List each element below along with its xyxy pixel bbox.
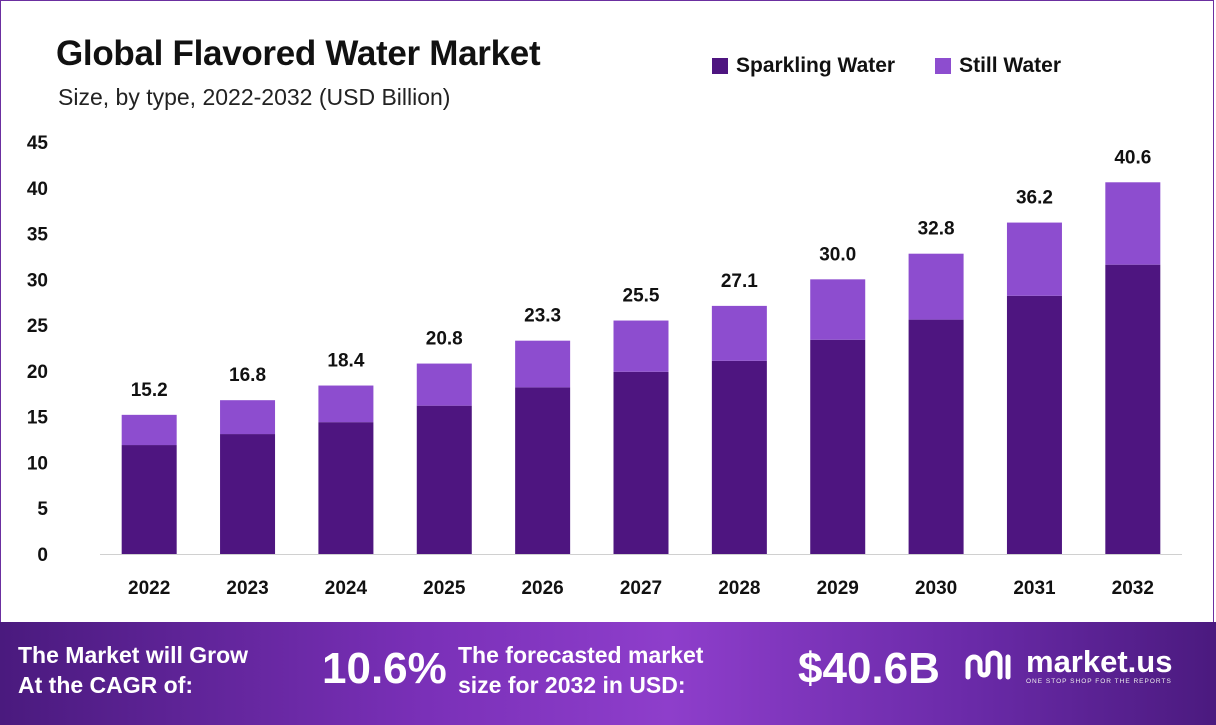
x-tick-label: 2029	[817, 578, 859, 599]
bar-total-label: 15.2	[131, 380, 168, 401]
bar-total-label: 23.3	[524, 306, 561, 327]
y-tick-label: 45	[27, 133, 49, 154]
x-tick-label: 2026	[521, 578, 563, 599]
x-tick-label: 2030	[915, 578, 957, 599]
y-tick-label: 15	[27, 408, 49, 429]
y-tick-label: 30	[27, 270, 48, 291]
bar-still-water	[711, 305, 767, 361]
bar-still-water	[220, 400, 276, 435]
legend-item-still: Still Water	[935, 54, 1061, 78]
cagr-label: The Market will Grow At the CAGR of:	[18, 640, 248, 700]
bar-still-water	[318, 385, 374, 423]
bar-sparkling-water	[908, 319, 964, 554]
bar-total-label: 32.8	[918, 219, 955, 240]
bar-total-label: 25.5	[623, 286, 660, 307]
chart-legend: Sparkling Water Still Water	[712, 54, 1061, 78]
bar-still-water	[416, 363, 472, 406]
x-tick-label: 2024	[325, 578, 368, 599]
bar-total-label: 36.2	[1016, 188, 1053, 209]
cagr-value: 10.6%	[322, 644, 447, 693]
legend-item-sparkling: Sparkling Water	[712, 54, 895, 78]
bar-still-water	[613, 320, 669, 372]
market-us-logo-icon	[965, 650, 1011, 679]
forecast-label-line-1: The forecasted market	[458, 642, 704, 668]
cagr-label-line-1: The Market will Grow	[18, 642, 249, 668]
bar-still-water	[908, 253, 964, 320]
legend-swatch-sparkling	[712, 58, 728, 74]
y-tick-label: 10	[27, 453, 48, 474]
x-tick-label: 2031	[1013, 578, 1056, 599]
x-tick-label: 2027	[620, 578, 662, 599]
x-tick-label: 2025	[423, 578, 466, 599]
bar-sparkling-water	[613, 371, 669, 554]
bar-total-label: 16.8	[229, 365, 266, 386]
forecast-label-line-2: size for 2032 in USD:	[458, 672, 686, 698]
y-tick-label: 0	[37, 545, 48, 566]
bar-sparkling-water	[318, 422, 374, 554]
x-tick-label: 2023	[226, 578, 268, 599]
brand-logo[interactable]: market.us ONE STOP SHOP FOR THE REPORTS	[962, 646, 1172, 685]
bar-sparkling-water	[416, 405, 472, 554]
bar-still-water	[810, 279, 866, 340]
cagr-label-line-2: At the CAGR of:	[18, 672, 194, 698]
bar-sparkling-water	[810, 339, 866, 554]
legend-label-still: Still Water	[959, 54, 1061, 77]
y-tick-label: 35	[27, 225, 49, 246]
x-tick-label: 2028	[718, 578, 760, 599]
y-tick-label: 40	[27, 179, 48, 200]
forecast-value: $40.6B	[798, 644, 940, 693]
bar-total-label: 40.6	[1114, 147, 1151, 168]
bar-chart: 05101520253035404515.2202216.8202318.420…	[27, 133, 1182, 599]
bar-sparkling-water	[121, 445, 177, 554]
y-tick-label: 25	[27, 316, 49, 337]
chart-title: Global Flavored Water Market	[56, 34, 541, 73]
bar-total-label: 27.1	[721, 271, 758, 292]
legend-swatch-still	[935, 58, 952, 74]
legend-label-sparkling: Sparkling Water	[736, 54, 896, 77]
footer-banner: The Market will Grow At the CAGR of: 10.…	[0, 622, 1216, 725]
forecast-label: The forecasted market size for 2032 in U…	[458, 640, 703, 700]
bar-total-label: 20.8	[426, 329, 463, 350]
bar-sparkling-water	[1006, 295, 1062, 554]
bar-total-label: 18.4	[327, 351, 364, 372]
bar-still-water	[1105, 182, 1161, 265]
x-tick-label: 2032	[1112, 578, 1154, 599]
bar-sparkling-water	[711, 360, 767, 554]
bar-total-label: 30.0	[819, 244, 856, 265]
chart-subtitle: Size, by type, 2022-2032 (USD Billion)	[58, 84, 451, 110]
y-tick-label: 20	[27, 362, 48, 383]
bar-sparkling-water	[1105, 264, 1161, 554]
bar-still-water	[121, 414, 177, 446]
bar-still-water	[515, 340, 571, 388]
bar-still-water	[1006, 222, 1062, 296]
brand-name: market.us	[1026, 644, 1173, 679]
y-tick-label: 5	[37, 499, 48, 520]
brand-tagline: ONE STOP SHOP FOR THE REPORTS	[1026, 678, 1172, 685]
bar-sparkling-water	[220, 434, 276, 554]
x-tick-label: 2022	[128, 578, 170, 599]
bar-sparkling-water	[515, 387, 571, 554]
